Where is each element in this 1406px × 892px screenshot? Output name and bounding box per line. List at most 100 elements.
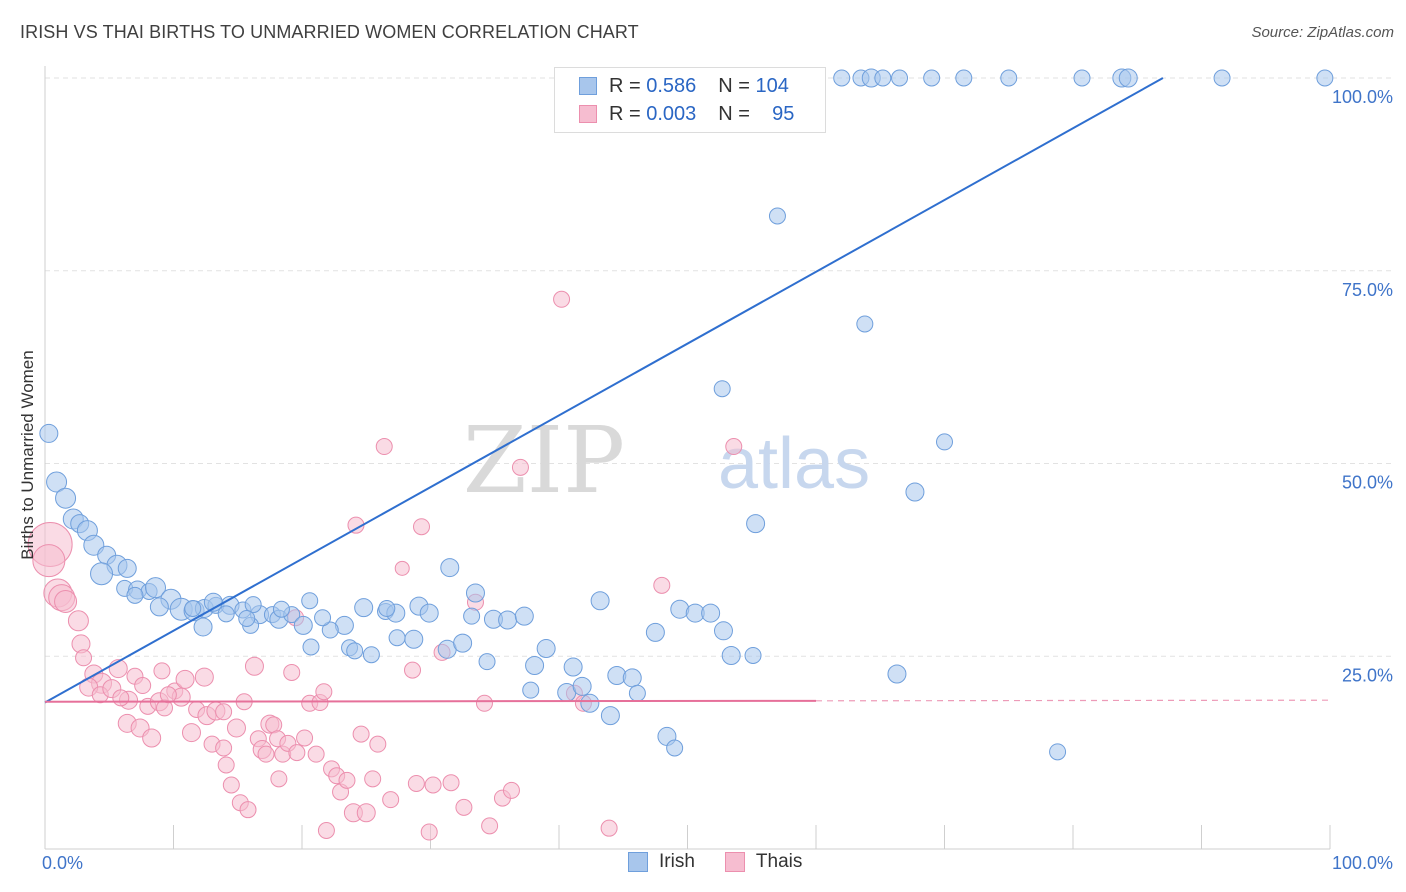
data-point: [424, 776, 442, 794]
data-point: [356, 803, 376, 823]
data-point: [270, 770, 288, 788]
data-point: [891, 69, 909, 87]
data-point: [238, 609, 256, 627]
data-point: [419, 603, 439, 623]
data-point: [511, 458, 529, 476]
data-point: [226, 718, 246, 738]
data-point: [134, 677, 152, 695]
data-point: [153, 662, 171, 680]
data-point: [239, 801, 257, 819]
legend-n-label: N =: [718, 102, 750, 125]
legend-n-value: 104: [755, 74, 789, 97]
data-point: [478, 653, 496, 671]
data-point: [296, 729, 314, 747]
data-point: [159, 686, 177, 704]
data-point: [1316, 69, 1334, 87]
data-point: [856, 315, 874, 333]
series-legend: Irish Thais: [628, 851, 802, 873]
data-point: [317, 821, 335, 839]
y-tick-label: 50.0%: [1342, 473, 1393, 493]
data-point: [314, 609, 332, 627]
data-point: [622, 668, 642, 688]
data-point: [346, 642, 364, 660]
data-point: [404, 661, 422, 679]
data-point: [628, 684, 646, 702]
thais-legend-swatch: [724, 852, 745, 872]
data-point: [536, 639, 556, 659]
data-point: [222, 776, 240, 794]
data-point: [193, 617, 213, 637]
legend-n-label: N =: [718, 74, 750, 97]
data-point: [217, 605, 235, 623]
data-point: [440, 558, 460, 578]
data-point: [590, 591, 610, 611]
data-point: [288, 744, 306, 762]
data-point: [375, 438, 393, 456]
data-point: [887, 664, 907, 684]
data-point: [553, 290, 571, 308]
data-point: [955, 69, 973, 87]
data-point: [321, 621, 339, 639]
data-point: [194, 667, 214, 687]
data-point: [283, 663, 301, 681]
chart-title: IRISH VS THAI BIRTHS TO UNMARRIED WOMEN …: [20, 22, 639, 42]
data-point: [1049, 743, 1067, 761]
data-point: [580, 693, 600, 713]
data-point: [525, 656, 545, 676]
data-point: [413, 518, 431, 536]
legend-row-irish: R = 0.586 N = 104: [579, 73, 789, 99]
data-point: [126, 586, 144, 604]
y-tick-label: 100.0%: [1332, 87, 1393, 107]
data-point: [600, 706, 620, 726]
data-point: [1118, 68, 1138, 88]
data-point: [90, 562, 114, 586]
data-point: [32, 544, 66, 578]
data-point: [54, 590, 78, 614]
data-point: [455, 798, 473, 816]
data-point: [117, 558, 137, 578]
data-point: [215, 703, 233, 721]
data-point: [905, 482, 925, 502]
data-point: [502, 781, 520, 799]
data-point: [833, 69, 851, 87]
thais-trend-extension: [815, 699, 1331, 702]
data-point: [388, 629, 406, 647]
data-point: [145, 577, 167, 599]
data-point: [725, 438, 743, 456]
data-point: [257, 745, 275, 763]
data-point: [701, 603, 721, 623]
data-point: [272, 600, 290, 618]
data-point: [768, 207, 786, 225]
data-point: [463, 607, 481, 625]
y-tick-label: 75.0%: [1342, 280, 1393, 300]
data-point: [442, 774, 460, 792]
data-point: [362, 646, 380, 664]
data-point: [1000, 69, 1018, 87]
legend-row-thais: R = 0.003 N = 95: [579, 101, 794, 127]
data-point: [378, 599, 396, 617]
x-tick-label: 0.0%: [42, 853, 83, 873]
data-point: [563, 657, 583, 677]
data-point: [645, 622, 665, 642]
data-point: [338, 771, 356, 789]
data-point: [572, 676, 592, 696]
data-point: [465, 583, 485, 603]
data-point: [354, 598, 374, 618]
data-point: [1073, 69, 1091, 87]
data-point: [55, 487, 77, 509]
data-point: [142, 728, 162, 748]
irish-trend-line: [44, 77, 1164, 704]
source-text: Source: ZipAtlas.com: [1251, 24, 1394, 41]
data-point: [936, 433, 953, 451]
irish-legend-swatch: [628, 852, 648, 872]
data-point: [244, 596, 262, 614]
data-point: [112, 689, 130, 707]
data-point: [244, 656, 264, 676]
legend-r-value: 0.003: [646, 102, 697, 125]
data-point: [666, 739, 684, 757]
data-point: [721, 645, 741, 665]
thais-legend-label: Thais: [755, 851, 803, 872]
data-point: [301, 592, 319, 610]
data-point: [46, 471, 68, 493]
